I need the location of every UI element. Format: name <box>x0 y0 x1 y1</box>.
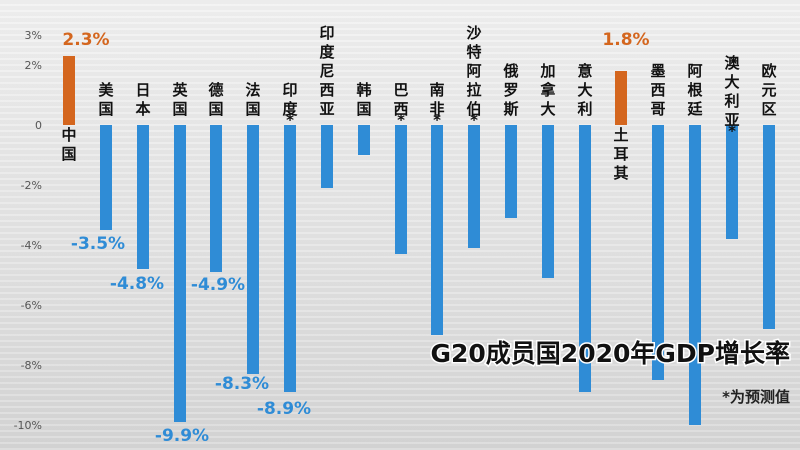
prediction-note: *为预测值 <box>722 388 790 406</box>
bar-英国 <box>174 125 186 422</box>
bar-巴西 <box>395 125 407 254</box>
category-label: 澳大利亚* <box>724 54 740 140</box>
category-label: 印度* <box>282 81 298 129</box>
bars-group <box>63 56 775 425</box>
bar-日本 <box>137 125 149 269</box>
bar-韩国 <box>358 125 370 155</box>
chart-title: G20成员国2020年GDP增长率 <box>431 339 791 368</box>
y-tick-label: -6% <box>21 299 42 312</box>
category-label: 阿根廷 <box>686 62 703 118</box>
value-label: -8.9% <box>257 399 311 419</box>
value-label: -4.8% <box>110 274 164 294</box>
bar-法国 <box>247 125 259 374</box>
bar-俄罗斯 <box>505 125 517 218</box>
category-label: 南非* <box>429 81 444 129</box>
value-label: 2.3% <box>62 30 109 50</box>
category-label: 英国 <box>172 81 188 118</box>
y-tick-label: -2% <box>21 179 42 192</box>
category-label: 欧元区 <box>761 62 776 118</box>
value-label: -9.9% <box>155 426 209 446</box>
bar-德国 <box>210 125 222 272</box>
y-axis: 3% 2% 0 -2% -4% -6% -8% -10% <box>14 29 42 432</box>
y-tick-label: 0 <box>35 119 42 132</box>
category-label: 俄罗斯 <box>502 62 518 118</box>
y-tick-label: -4% <box>21 239 42 252</box>
value-labels: 2.3% -3.5% -4.8% -9.9% -4.9% -8.3% -8.9% 1.8% <box>62 30 649 446</box>
bar-美国 <box>100 125 112 230</box>
category-label: 巴西* <box>393 81 408 129</box>
bar-南非 <box>431 125 443 335</box>
category-label: 美国 <box>98 81 114 118</box>
bar-澳大利亚 <box>726 125 738 239</box>
bar-中国 <box>63 56 75 125</box>
category-label: 韩国 <box>356 81 371 118</box>
category-label: 德国 <box>208 81 223 118</box>
category-label: 意大利 <box>577 62 592 118</box>
y-tick-label: 2% <box>25 59 42 72</box>
value-label: -3.5% <box>71 234 125 254</box>
category-label: 中国 <box>61 126 76 163</box>
bar-印度尼西亚 <box>321 125 333 188</box>
value-label: 1.8% <box>602 30 649 50</box>
bar-墨西哥 <box>652 125 664 380</box>
category-label: 法国 <box>245 81 260 118</box>
category-label: 墨西哥 <box>650 62 665 118</box>
y-tick-label: -10% <box>14 419 42 432</box>
category-label: 加拿大 <box>539 62 556 118</box>
y-tick-label: 3% <box>25 29 42 42</box>
bar-阿根廷 <box>689 125 701 425</box>
category-label: 土耳其 <box>613 126 628 182</box>
bar-印度 <box>284 125 296 392</box>
bar-土耳其 <box>615 71 627 125</box>
category-label: 印度尼西亚 <box>319 24 335 118</box>
category-label: 沙特阿拉伯* <box>466 24 481 129</box>
category-label: 日本 <box>135 81 150 118</box>
value-label: -8.3% <box>215 374 269 394</box>
bar-意大利 <box>579 125 591 392</box>
bar-加拿大 <box>542 125 554 278</box>
y-tick-label: -8% <box>21 359 42 372</box>
bar-沙特阿拉伯 <box>468 125 480 248</box>
bar-欧元区 <box>763 125 775 329</box>
value-label: -4.9% <box>191 275 245 295</box>
